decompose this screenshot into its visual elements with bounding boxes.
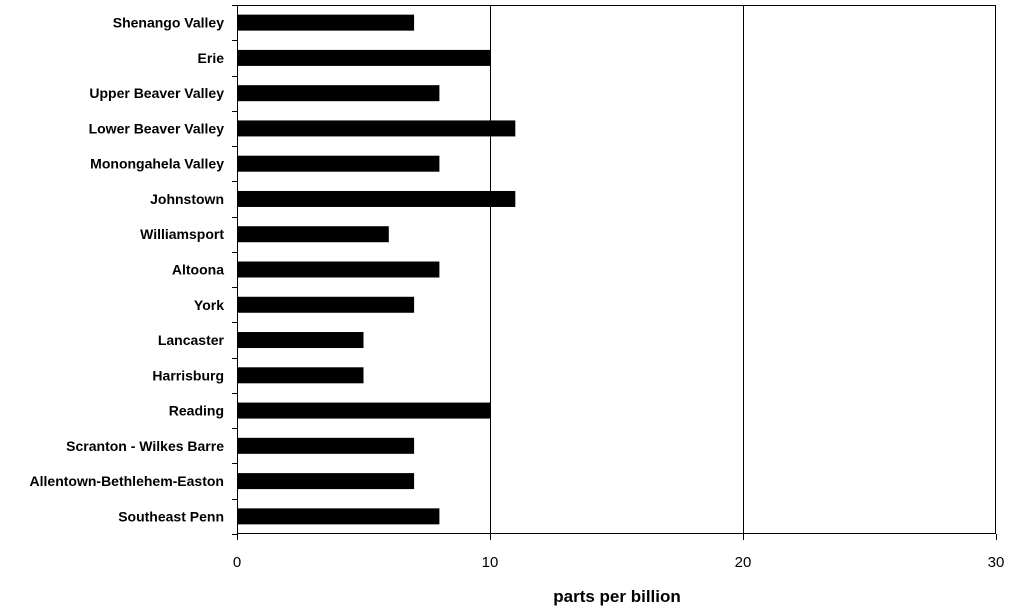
- x-tick-label: 30: [988, 554, 1005, 571]
- category-label: Allentown-Bethlehem-Easton: [30, 473, 224, 489]
- bar-upper-beaver-valley: [237, 85, 440, 102]
- category-label: Lower Beaver Valley: [89, 120, 225, 136]
- category-label: Lancaster: [158, 332, 225, 348]
- category-label: Southeast Penn: [118, 508, 224, 524]
- category-label: Altoona: [172, 262, 224, 278]
- category-label: Monongahela Valley: [90, 156, 224, 172]
- category-label: York: [194, 297, 224, 313]
- plot-area: [232, 5, 997, 540]
- x-tick-label: 10: [482, 554, 499, 571]
- category-labels: Shenango Valley Erie Upper Beaver Valley Lo…: [30, 15, 225, 525]
- category-label: Shenango Valley: [113, 15, 224, 31]
- category-label: Upper Beaver Valley: [89, 85, 224, 101]
- bar-harrisburg: [237, 367, 364, 384]
- x-tick-label: 20: [735, 554, 752, 571]
- bar-southeast-penn: [237, 508, 440, 525]
- category-label: Erie: [198, 50, 225, 66]
- bar-monongahela-valley: [237, 155, 440, 172]
- gridlines: [490, 5, 744, 534]
- bar-johnstown: [237, 190, 516, 207]
- bar-altoona: [237, 261, 440, 278]
- category-label: Reading: [169, 403, 224, 419]
- bar-lancaster: [237, 332, 364, 349]
- category-label: Johnstown: [150, 191, 224, 207]
- bar-shenango-valley: [237, 14, 415, 31]
- category-label: Harrisburg: [152, 367, 224, 383]
- bar-reading: [237, 402, 490, 419]
- category-label: Williamsport: [140, 226, 224, 242]
- plot-border: [237, 5, 996, 534]
- bar-lower-beaver-valley: [237, 120, 516, 137]
- bar-allentown-bethlehem-easton: [237, 473, 415, 490]
- bars: [237, 14, 516, 525]
- x-axis-title: parts per billion: [553, 587, 681, 606]
- bar-scranton-wilkes-barre: [237, 437, 415, 454]
- x-tick-labels: 0 10 20 30: [233, 554, 1005, 571]
- bar-erie: [237, 49, 490, 66]
- bar-york: [237, 296, 415, 313]
- bar-williamsport: [237, 226, 389, 243]
- x-tick-label: 0: [233, 554, 241, 571]
- category-label: Scranton - Wilkes Barre: [66, 438, 224, 454]
